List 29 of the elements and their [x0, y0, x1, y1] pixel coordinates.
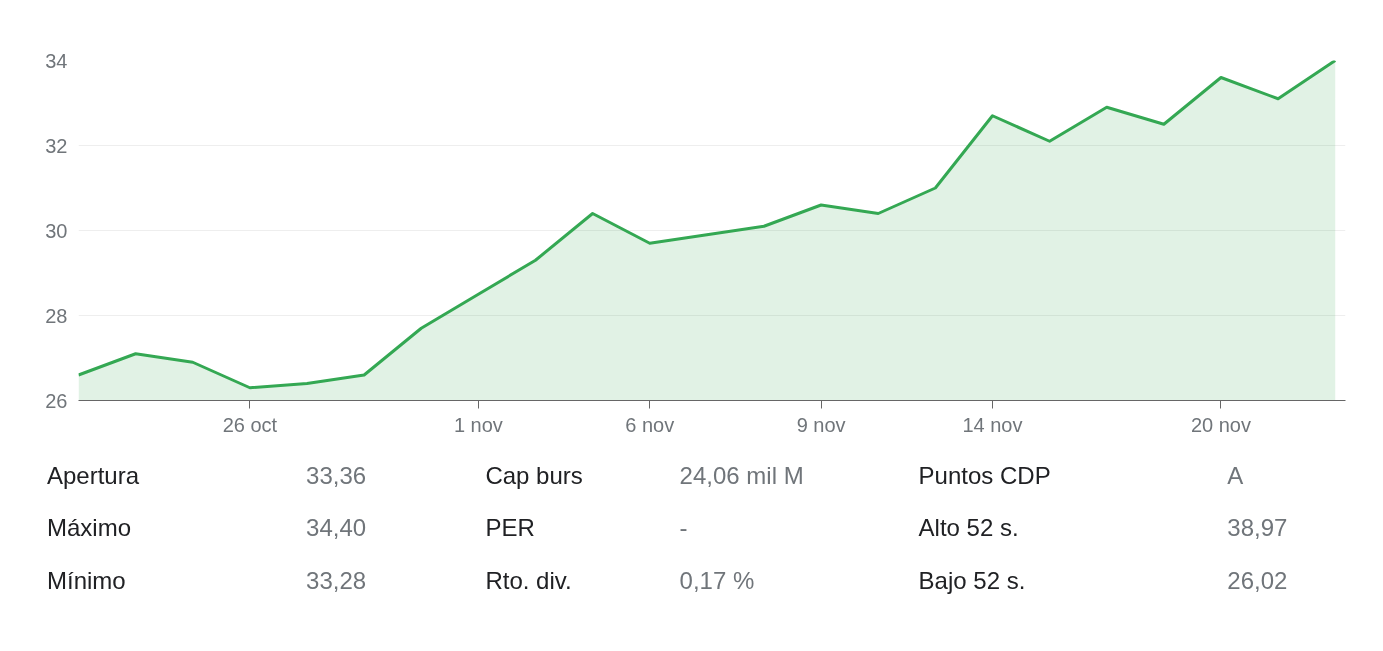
text: 33,28	[306, 565, 368, 596]
text: Rto. div.	[485, 565, 573, 596]
text: Bajo 52 s.	[918, 565, 1027, 596]
y-tick-label: 30	[45, 219, 68, 242]
y-tick-label: 28	[45, 304, 68, 327]
text: Puntos CDP	[918, 461, 1052, 491]
text: Cap burs	[485, 461, 584, 491]
text: Alto 52 s.	[918, 513, 1020, 544]
x-tick-label: 6 nov	[625, 413, 675, 436]
text: 34,40	[306, 513, 368, 544]
y-tick-label: 32	[45, 134, 68, 157]
text: Máximo	[47, 513, 132, 544]
text: A	[1227, 461, 1245, 491]
y-tick-label: 34	[45, 49, 68, 72]
text: 38,97	[1227, 513, 1289, 544]
text: 24,06 mil M	[679, 461, 805, 491]
x-tick-label: 20 nov	[1190, 413, 1252, 436]
x-tick-label: 9 nov	[796, 413, 846, 436]
text: 33,36	[306, 461, 368, 491]
text: -	[679, 513, 689, 544]
x-tick-label: 14 nov	[962, 413, 1023, 436]
y-tick-label: 26	[45, 389, 68, 412]
text: 0,17 %	[679, 565, 756, 596]
text: PER	[485, 513, 536, 544]
x-tick-label: 1 nov	[453, 413, 503, 436]
text: Mínimo	[47, 565, 127, 596]
text: 26,02	[1227, 565, 1289, 596]
text: Apertura	[47, 461, 141, 491]
x-tick-label: 26 oct	[222, 413, 278, 436]
